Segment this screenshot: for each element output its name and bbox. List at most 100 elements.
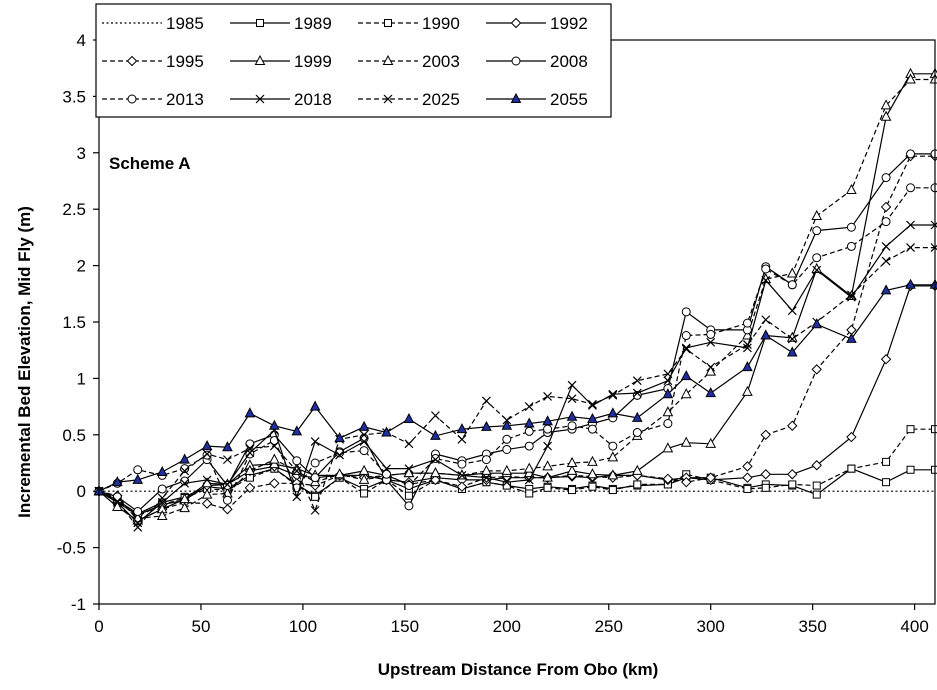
data-point-2003 — [846, 183, 857, 195]
x-tick-label: 300 — [697, 617, 725, 636]
data-point-1999 — [880, 110, 892, 121]
x-tick-label: 50 — [191, 617, 210, 636]
legend-entry-1990: 1990 — [358, 14, 460, 33]
data-point-2008 — [292, 456, 302, 466]
data-point-1995 — [201, 498, 213, 509]
data-point-2013 — [632, 428, 642, 438]
data-point-2003 — [403, 467, 415, 478]
data-point-2013 — [812, 253, 822, 263]
data-point-2003 — [786, 267, 798, 278]
data-point-2055 — [523, 417, 535, 428]
data-point-2018 — [359, 437, 369, 446]
data-point-2013 — [587, 424, 597, 434]
data-point-2025 — [404, 439, 414, 449]
data-point-2003 — [156, 509, 168, 521]
data-point-2013 — [222, 495, 232, 505]
data-point-2003 — [705, 365, 717, 376]
data-point-2025 — [223, 455, 232, 465]
data-point-2025 — [588, 399, 597, 409]
legend-entry-2018: 2018 — [230, 90, 332, 109]
data-point-1999 — [742, 385, 753, 396]
data-point-2003 — [905, 73, 916, 84]
y-tick-label: -1 — [71, 595, 86, 614]
data-point-2013 — [481, 455, 491, 465]
data-point-2055 — [309, 400, 321, 411]
data-point-2013 — [846, 241, 856, 251]
data-point-2008 — [310, 473, 320, 483]
data-point-1999 — [112, 500, 123, 511]
data-point-2018 — [202, 475, 212, 485]
legend-entry-2055: 2055 — [486, 90, 588, 109]
data-point-2008 — [157, 484, 167, 494]
data-point-1990 — [568, 486, 577, 495]
data-point-2055 — [403, 412, 415, 424]
data-point-2013 — [787, 280, 797, 290]
data-point-1999 — [542, 471, 553, 482]
legend-label: 1985 — [166, 14, 204, 33]
data-point-2055 — [179, 453, 190, 464]
data-point-1995 — [705, 472, 716, 483]
data-point-2003 — [542, 460, 553, 471]
data-point-2025 — [481, 396, 491, 406]
series-1999 — [93, 67, 937, 525]
data-point-2025 — [112, 496, 122, 506]
data-point-2018 — [681, 343, 691, 353]
data-point-2003 — [358, 473, 370, 484]
data-point-2003 — [244, 464, 256, 475]
legend-marker — [510, 17, 522, 29]
data-point-2013 — [180, 464, 190, 474]
data-point-2013 — [706, 329, 716, 339]
data-point-2013 — [457, 459, 467, 469]
data-point-2008 — [133, 507, 143, 517]
legend-label: 2008 — [550, 52, 588, 71]
data-point-2018 — [481, 473, 491, 483]
data-point-2018 — [846, 292, 856, 302]
data-point-2018 — [812, 265, 822, 275]
data-point-2008 — [812, 226, 822, 236]
data-point-2013 — [930, 183, 937, 193]
data-point-2008 — [245, 439, 255, 449]
data-point-2055 — [244, 407, 256, 418]
data-point-1990 — [812, 481, 821, 490]
data-point-2055 — [607, 407, 619, 418]
data-point-1999 — [662, 442, 674, 453]
data-point-1990 — [543, 483, 552, 492]
plot-area-frame — [98, 39, 936, 605]
data-point-1992 — [760, 469, 771, 480]
data-point-2003 — [481, 464, 492, 475]
data-point-2003 — [269, 453, 280, 464]
legend-label: 1990 — [422, 14, 460, 33]
data-point-1990 — [761, 483, 770, 492]
data-point-2008 — [524, 441, 534, 451]
legend-marker — [255, 94, 265, 104]
data-point-1995 — [244, 482, 256, 494]
series-2008 — [94, 149, 937, 517]
data-point-2055 — [358, 420, 370, 431]
series-line-2055 — [98, 284, 935, 492]
data-point-2018 — [881, 241, 891, 251]
data-point-2025 — [310, 505, 320, 515]
data-point-2055 — [905, 278, 916, 289]
data-point-1995 — [269, 478, 280, 489]
data-point-2018 — [787, 306, 797, 316]
data-point-2008 — [404, 501, 414, 511]
data-point-2055 — [742, 361, 753, 372]
legend-entry-1995: 1995 — [102, 52, 204, 71]
legend-marker — [383, 94, 393, 104]
series-2013 — [94, 183, 937, 505]
data-point-1990 — [633, 480, 642, 489]
y-tick-label: 2 — [77, 257, 86, 276]
data-point-2003 — [742, 329, 753, 340]
data-point-2018 — [382, 464, 391, 474]
data-point-2025 — [269, 441, 279, 451]
legend-marker — [254, 54, 266, 65]
data-point-2013 — [906, 183, 916, 193]
data-point-2018 — [310, 437, 320, 446]
data-point-1995 — [880, 201, 892, 213]
data-point-2055 — [680, 370, 692, 381]
legend-marker — [511, 56, 521, 66]
scheme-annotation: Scheme A — [109, 154, 191, 173]
data-point-2018 — [180, 478, 190, 488]
y-axis-ticks: -1 -0.5 0 0.5 1 1.5 2 2.5 3 3.5 4 — [57, 31, 99, 614]
